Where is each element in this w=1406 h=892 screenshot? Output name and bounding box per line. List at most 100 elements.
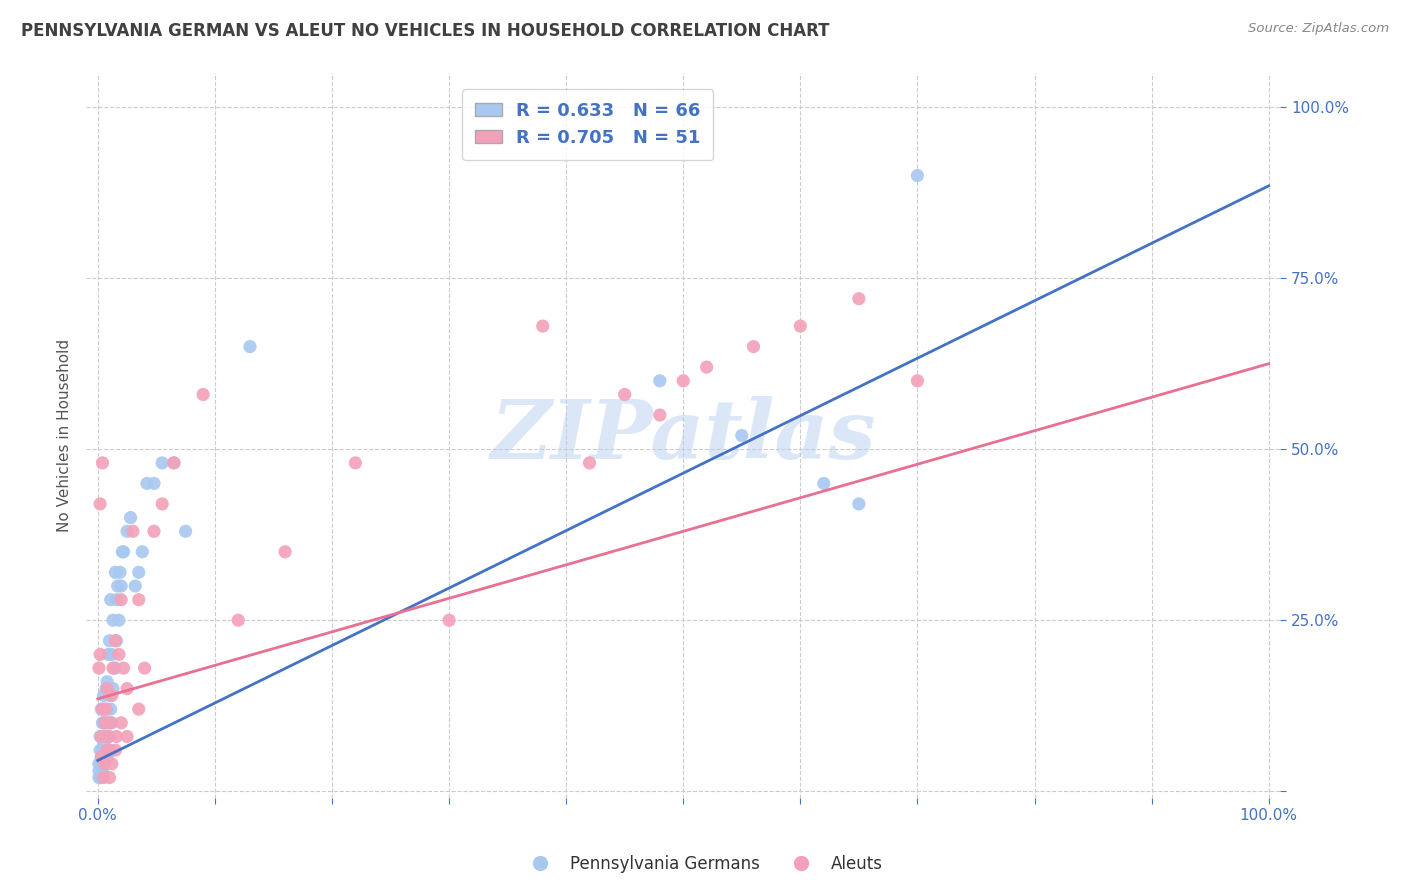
Point (96, 702, 118, 716)
Point (90, 730, 112, 744)
Point (907, 374, 929, 388)
Point (437, 613, 460, 627)
Point (696, 360, 718, 375)
Point (94, 715, 117, 730)
Point (344, 456, 367, 470)
Point (104, 633, 127, 648)
Point (848, 497, 870, 511)
Point (89, 497, 111, 511)
Point (93, 736, 115, 750)
Text: PENNSYLVANIA GERMAN VS ALEUT NO VEHICLES IN HOUSEHOLD CORRELATION CHART: PENNSYLVANIA GERMAN VS ALEUT NO VEHICLES… (21, 22, 830, 40)
Point (98, 633, 121, 648)
Point (87, 771, 110, 785)
Point (134, 661, 156, 675)
Text: Source: ZipAtlas.com: Source: ZipAtlas.com (1249, 22, 1389, 36)
Point (648, 374, 671, 388)
Point (107, 579, 129, 593)
Point (87, 756, 110, 771)
Point (122, 524, 145, 539)
Point (742, 340, 765, 354)
Point (848, 292, 870, 306)
Point (226, 613, 249, 627)
Point (613, 387, 636, 401)
Point (103, 661, 125, 675)
Point (94, 681, 117, 696)
Point (128, 566, 150, 580)
Point (105, 633, 128, 648)
Point (813, 476, 835, 491)
Point (90, 750, 112, 764)
Point (115, 730, 138, 744)
Point (90, 764, 112, 778)
Point (90, 730, 112, 744)
Point (111, 545, 134, 559)
Point (150, 456, 173, 470)
Point (100, 592, 122, 607)
Point (104, 566, 127, 580)
Point (89, 771, 111, 785)
Point (89, 648, 111, 662)
Point (91, 456, 114, 470)
Text: ZIPatlas: ZIPatlas (491, 395, 876, 475)
Point (115, 524, 138, 539)
Point (120, 510, 142, 524)
Point (96, 674, 118, 689)
Point (100, 702, 122, 716)
Point (128, 592, 150, 607)
Point (104, 661, 127, 675)
Point (136, 476, 159, 491)
Point (672, 374, 695, 388)
Legend: R = 0.633   N = 66, R = 0.705   N = 51: R = 0.633 N = 66, R = 0.705 N = 51 (463, 89, 713, 160)
Point (143, 524, 166, 539)
Point (98, 689, 121, 703)
Point (274, 545, 297, 559)
Point (907, 169, 929, 183)
Point (578, 456, 600, 470)
Point (101, 613, 124, 627)
Point (96, 681, 118, 696)
Point (648, 408, 671, 422)
Point (94, 715, 117, 730)
Point (96, 743, 118, 757)
Point (91, 743, 114, 757)
Point (143, 476, 166, 491)
Point (110, 579, 132, 593)
Point (93, 715, 115, 730)
Point (96, 730, 118, 744)
Point (89, 756, 111, 771)
Point (104, 743, 127, 757)
Point (94, 702, 117, 716)
Point (108, 566, 131, 580)
Point (91, 764, 114, 778)
Point (163, 456, 186, 470)
Point (789, 319, 811, 334)
Point (101, 661, 124, 675)
Point (124, 579, 146, 593)
Point (112, 661, 135, 675)
Point (115, 681, 138, 696)
Point (191, 387, 214, 401)
Point (97, 648, 120, 662)
Point (93, 756, 115, 771)
Point (93, 771, 115, 785)
Point (101, 689, 124, 703)
Point (239, 340, 262, 354)
Point (94, 702, 117, 716)
Point (87, 764, 110, 778)
Point (101, 715, 124, 730)
Point (87, 661, 110, 675)
Point (110, 715, 132, 730)
Legend: Pennsylvania Germans, Aleuts: Pennsylvania Germans, Aleuts (516, 848, 890, 880)
Point (108, 613, 131, 627)
Point (98, 743, 121, 757)
Point (96, 750, 118, 764)
Point (94, 756, 117, 771)
Point (174, 524, 197, 539)
Point (531, 319, 554, 334)
Point (91, 702, 114, 716)
Point (105, 592, 128, 607)
Point (105, 730, 128, 744)
Point (97, 715, 120, 730)
Point (98, 730, 121, 744)
Point (89, 743, 111, 757)
